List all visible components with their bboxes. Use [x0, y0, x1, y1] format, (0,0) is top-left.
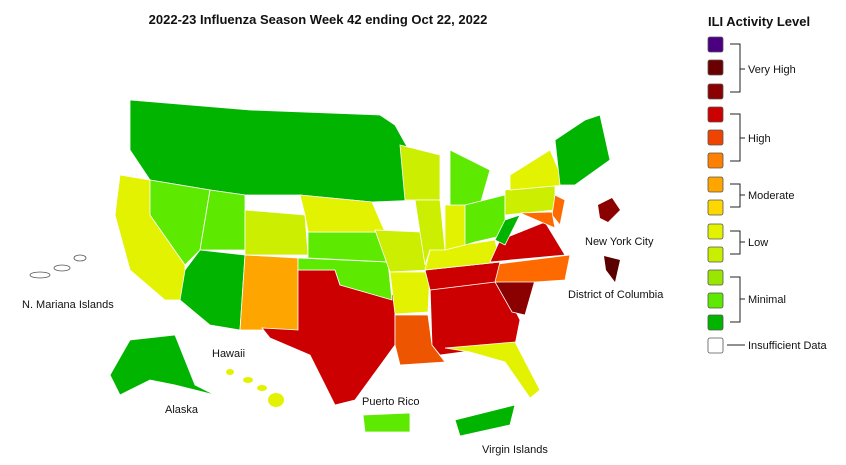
swatch: [707, 314, 724, 331]
state: [519, 211, 556, 229]
virgin-islands: [454, 404, 516, 437]
state: [414, 199, 446, 266]
swatch: [707, 246, 724, 263]
mariana-islands: [29, 254, 87, 279]
state: [424, 239, 501, 271]
state-group: [554, 114, 611, 186]
state: [179, 249, 246, 331]
puerto-rico: [362, 412, 411, 433]
legend-label: Very High: [748, 64, 796, 76]
state: [307, 231, 389, 263]
swatch: [707, 292, 724, 309]
state: [389, 271, 431, 315]
state: [444, 204, 466, 251]
map-label: N. Mariana Islands: [22, 299, 114, 311]
map-title: 2022-23 Influenza Season Week 42 ending …: [149, 12, 488, 27]
swatch: [707, 176, 724, 193]
state: [244, 209, 309, 256]
state: [464, 194, 506, 246]
dc: [604, 256, 620, 282]
map-label: District of Columbia: [568, 289, 664, 301]
swatch: [707, 129, 724, 146]
legend-title: ILI Activity Level: [708, 14, 810, 29]
alaska: [109, 334, 216, 396]
swatch: [707, 269, 724, 286]
legend-brackets: [727, 43, 745, 346]
legend-label: Insufficient Data: [748, 340, 828, 352]
state: [149, 179, 211, 266]
swatch: [707, 106, 724, 123]
map-label: New York City: [585, 236, 654, 248]
legend: ILI Activity Level Very High Hig: [707, 14, 828, 354]
state: [494, 214, 521, 246]
state: [399, 144, 441, 201]
legend-label: High: [748, 133, 771, 145]
map-label: Alaska: [165, 404, 199, 416]
us-map: [29, 99, 620, 437]
state: [299, 194, 386, 233]
state: [444, 341, 541, 399]
map-labels: N. Mariana Islands Hawaii Alaska Puerto …: [22, 236, 664, 456]
state: [489, 221, 566, 263]
swatch: [707, 199, 724, 216]
state: [394, 314, 446, 366]
map-label: Virgin Islands: [482, 444, 548, 456]
swatch: [707, 152, 724, 169]
map-label: Puerto Rico: [362, 396, 419, 408]
legend-label: Low: [748, 237, 768, 249]
swatch: [707, 337, 724, 354]
nyc: [598, 198, 620, 222]
hawaii: [226, 369, 284, 407]
state: [551, 194, 566, 226]
legend-label: Moderate: [748, 190, 794, 202]
swatch: [707, 36, 724, 53]
swatch: [707, 83, 724, 100]
swatch: [707, 59, 724, 76]
state: [449, 149, 491, 206]
map-label: Hawaii: [212, 348, 245, 360]
legend-label: Minimal: [748, 294, 786, 306]
legend-swatches: [707, 36, 724, 354]
swatch: [707, 223, 724, 240]
state: [239, 254, 299, 331]
